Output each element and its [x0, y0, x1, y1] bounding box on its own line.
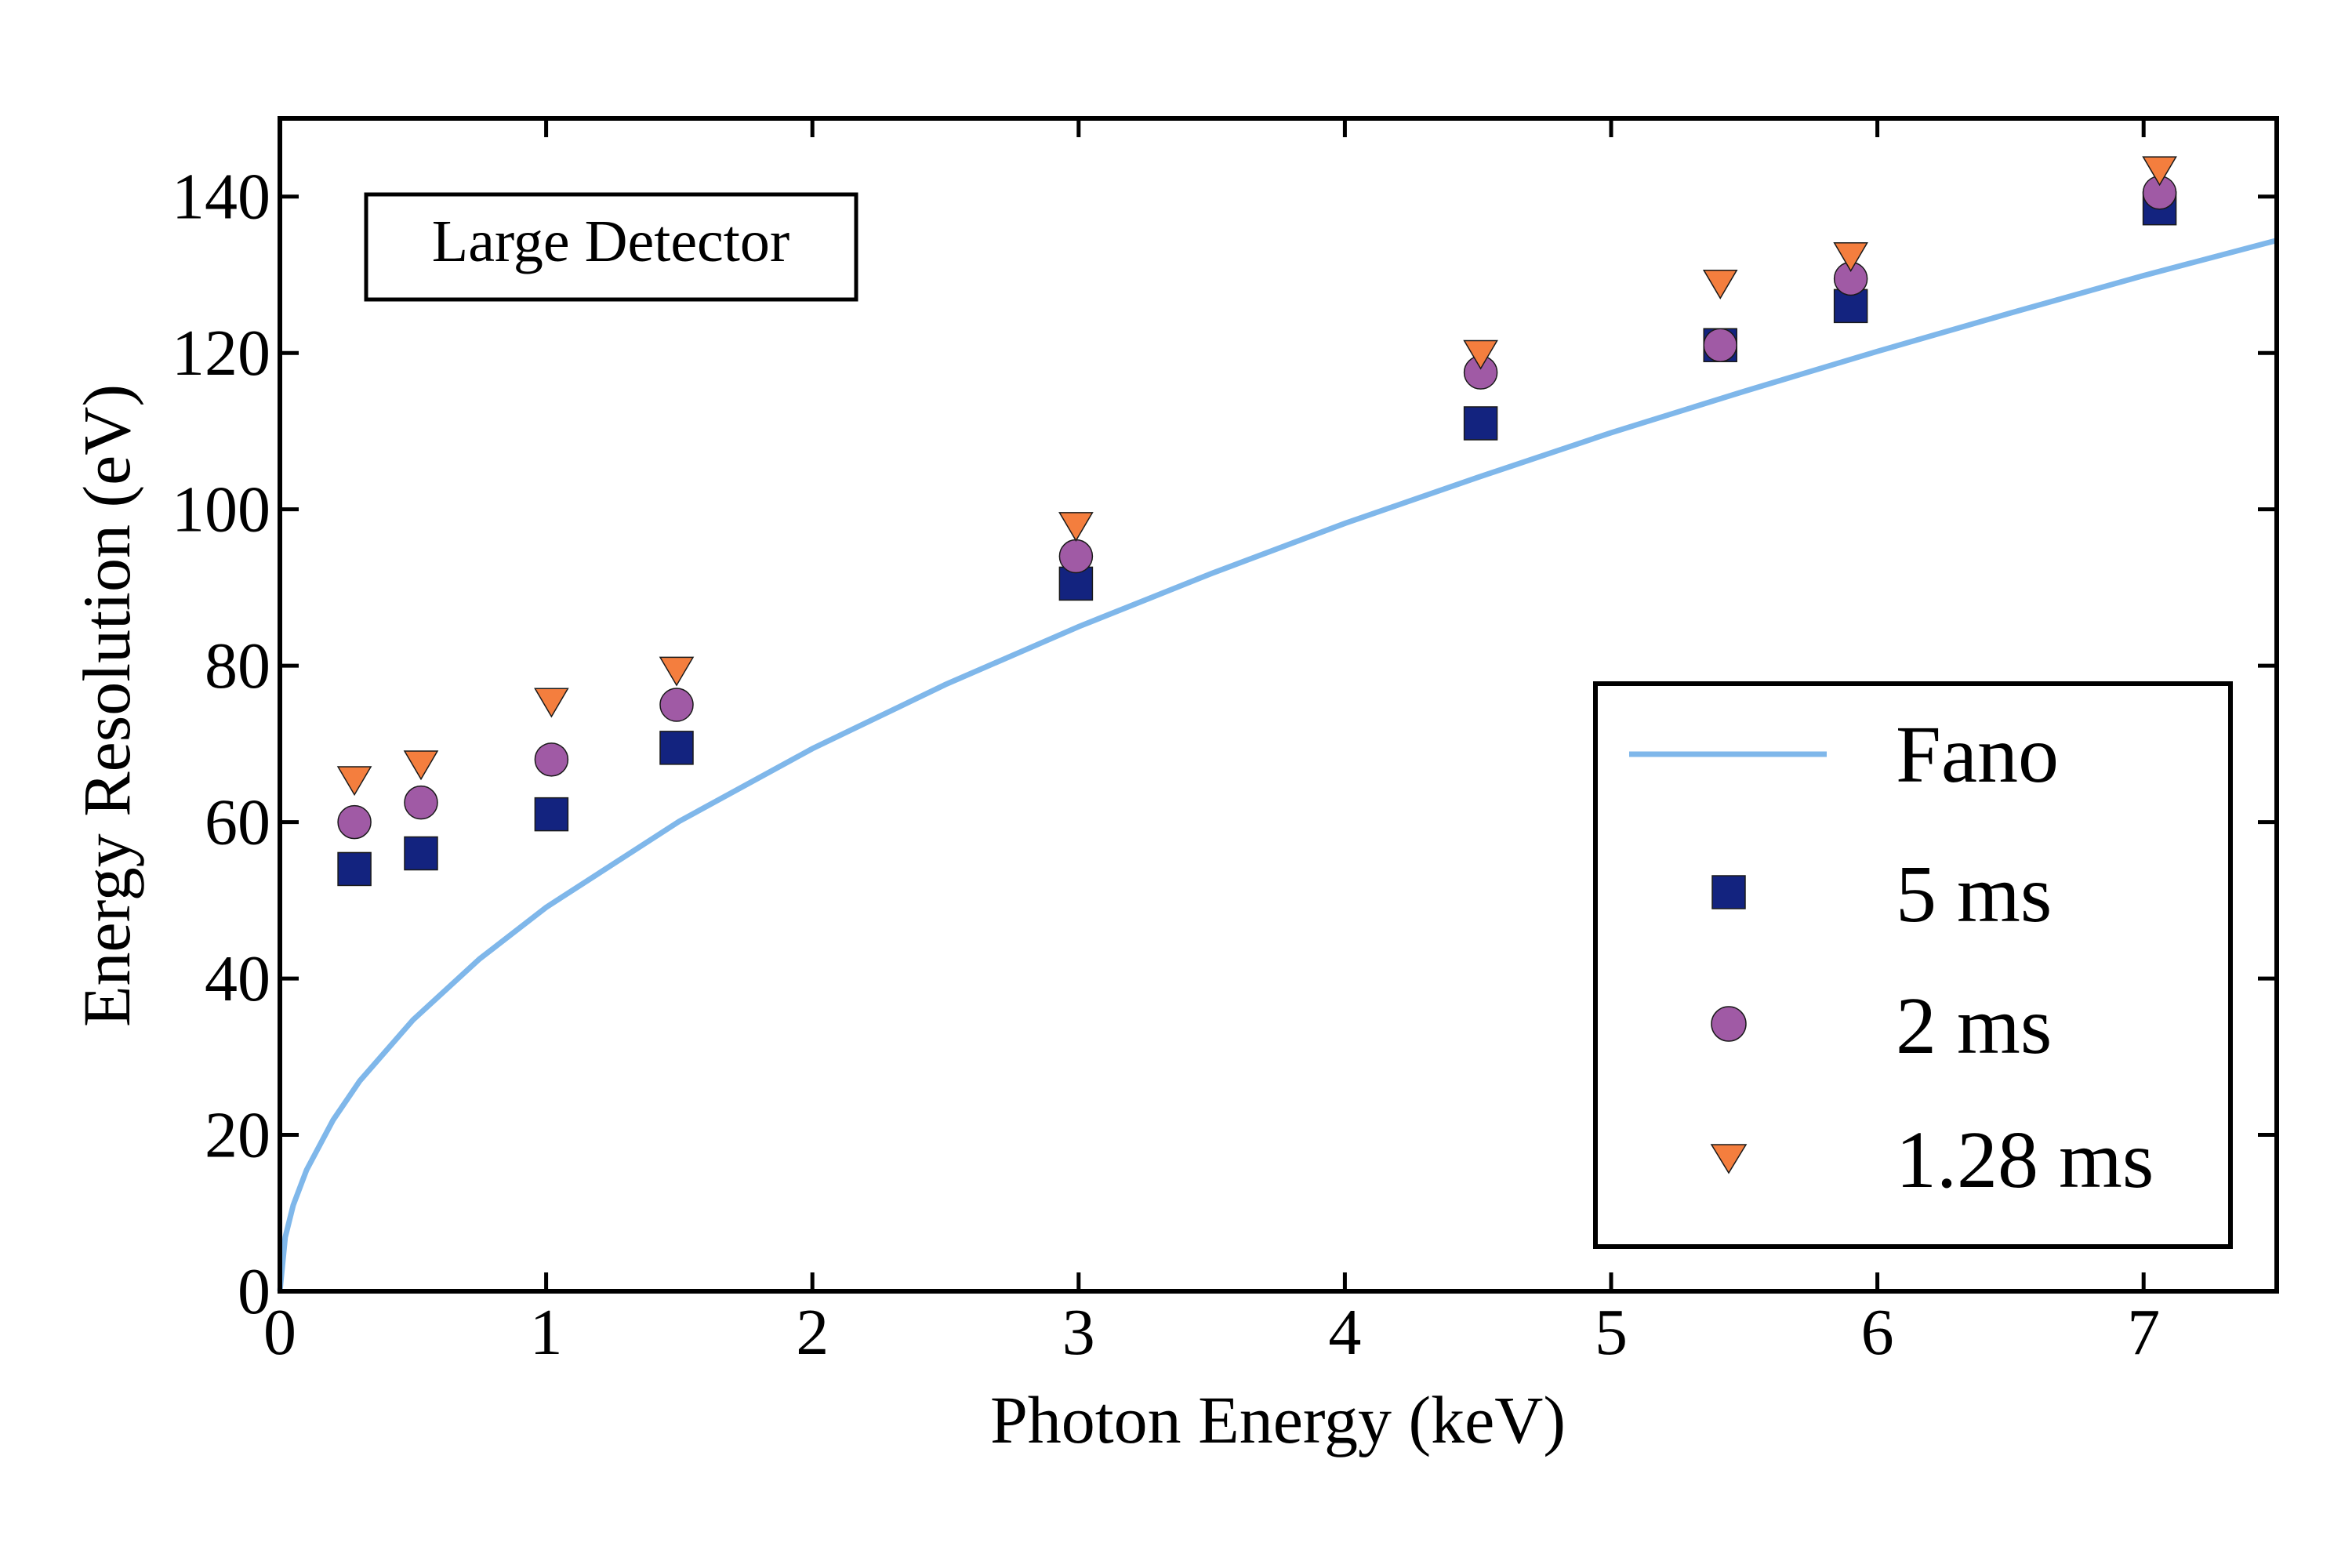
point-2-ms-3: [659, 688, 694, 722]
legend-label-fano: Fano: [1896, 710, 2059, 800]
y-tick-label-120: 120: [172, 317, 270, 390]
point-2-ms-1: [404, 785, 438, 820]
legend-swatch-1-28ms: [1710, 1144, 1748, 1174]
annotation-text: Large Detector: [432, 209, 789, 274]
point-5-ms-5: [1463, 406, 1498, 441]
point-1-28-ms-5: [1463, 339, 1498, 370]
series-line-fano: [277, 238, 2278, 1292]
x-tick-label-6: 6: [1861, 1296, 1894, 1369]
plot-frame: [278, 116, 2279, 1294]
scatter-markers-layer: [336, 156, 2177, 887]
point-5-ms-1: [404, 836, 438, 871]
point-5-ms-4: [1058, 566, 1094, 601]
y-tick-label-40: 40: [205, 942, 270, 1015]
point-2-ms-6: [1703, 328, 1737, 362]
x-tick-label-1: 1: [530, 1296, 563, 1369]
legend-label-5ms: 5 ms: [1896, 849, 2052, 939]
point-5-ms-3: [659, 731, 694, 765]
x-tick-label-7: 7: [2127, 1296, 2160, 1369]
point-1-28-ms-3: [659, 656, 695, 687]
point-1-28-ms-8: [2142, 156, 2177, 187]
point-1-28-ms-7: [1833, 242, 1868, 272]
annotation-frame: [364, 192, 858, 302]
point-1-28-ms-4: [1058, 512, 1094, 543]
point-2-ms-2: [534, 742, 569, 777]
point-2-ms-4: [1058, 539, 1094, 574]
x-tick-label-0: 0: [263, 1296, 296, 1369]
x-axis-label: Photon Energy (keV): [990, 1382, 1566, 1457]
point-1-28-ms-1: [403, 750, 439, 781]
point-5-ms-0: [337, 851, 372, 887]
y-tick-label-0: 0: [238, 1255, 270, 1328]
fano-line-layer: [277, 238, 2278, 1292]
x-tick-label-2: 2: [796, 1296, 829, 1369]
point-2-ms-0: [337, 804, 372, 840]
point-1-28-ms-2: [534, 688, 569, 718]
x-tick-label-4: 4: [1328, 1296, 1361, 1369]
legend: Fano 5 ms 2 ms 1.28 ms: [1593, 681, 2233, 1249]
legend-swatch-2ms: [1711, 1006, 1747, 1042]
y-axis-label: Energy Resolution (eV): [69, 384, 144, 1027]
y-tick-label-80: 80: [205, 630, 270, 702]
axis-ticks-layer: 0 1 2 3 4 5 6 7 0 20 40 60 80 100 120 140: [172, 118, 2277, 1369]
point-1-28-ms-6: [1702, 269, 1738, 299]
y-tick-label-140: 140: [172, 161, 270, 234]
legend-swatch-5ms: [1711, 875, 1746, 909]
x-tick-label-3: 3: [1062, 1296, 1095, 1369]
legend-label-2ms: 2 ms: [1896, 981, 2052, 1071]
legend-label-1-28ms: 1.28 ms: [1896, 1115, 2154, 1205]
point-5-ms-2: [534, 797, 569, 832]
y-tick-label-20: 20: [205, 1099, 270, 1172]
annotation-box: Large Detector: [364, 192, 858, 302]
point-1-28-ms-0: [336, 766, 372, 797]
x-tick-label-5: 5: [1595, 1296, 1628, 1369]
y-tick-label-100: 100: [172, 474, 270, 546]
legend-frame: [1593, 681, 2233, 1249]
y-tick-label-60: 60: [205, 786, 270, 859]
